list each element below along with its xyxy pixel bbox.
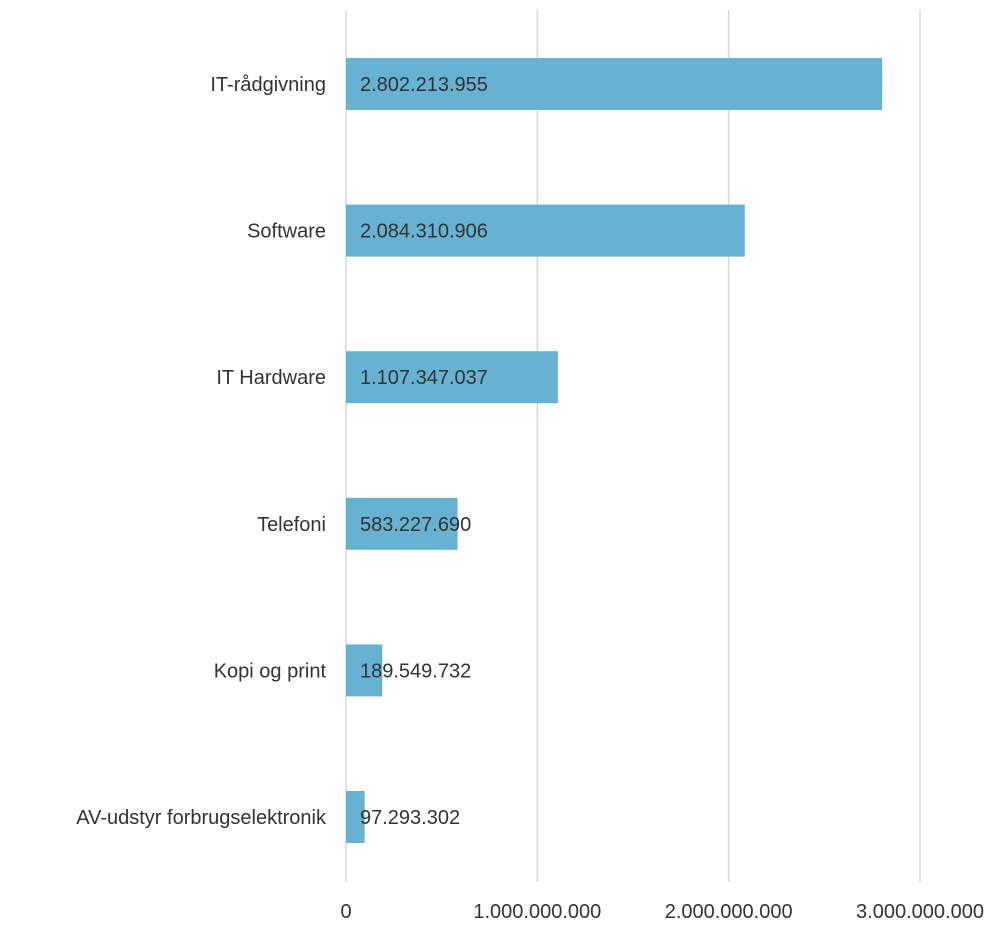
bar-2 xyxy=(346,351,558,404)
bar-4 xyxy=(346,644,383,697)
bar-0 xyxy=(346,58,883,110)
bar-5 xyxy=(346,791,365,843)
x-tick-label-3: 3.000.000.000 xyxy=(856,901,984,923)
bar-3 xyxy=(346,497,458,550)
category-label-4: Kopi og print xyxy=(214,660,327,682)
value-label-1: 2.084.310.906 xyxy=(360,221,488,243)
value-label-4: 189.549.732 xyxy=(360,660,471,682)
category-label-1: Software xyxy=(247,221,326,243)
gridlines xyxy=(345,10,921,882)
bars xyxy=(346,58,883,843)
category-label-0: IT-rådgivning xyxy=(210,74,326,96)
category-label-5: AV-udstyr forbrugselektronik xyxy=(76,807,327,829)
value-label-3: 583.227.690 xyxy=(360,514,471,536)
category-label-2: IT Hardware xyxy=(216,367,326,389)
x-tick-label-2: 2.000.000.000 xyxy=(665,901,793,923)
bar-1 xyxy=(346,204,745,257)
category-label-3: Telefoni xyxy=(257,514,326,536)
x-axis-tick-labels: 0 1.000.000.000 2.000.000.000 3.000.000.000 xyxy=(340,901,984,923)
x-tick-label-0: 0 xyxy=(340,901,351,923)
category-labels: IT-rådgivning Software IT Hardware Telefoni… xyxy=(76,74,327,829)
x-tick-label-1: 1.000.000.000 xyxy=(473,901,601,923)
value-label-0: 2.802.213.955 xyxy=(360,74,488,96)
value-label-5: 97.293.302 xyxy=(360,807,460,829)
value-label-2: 1.107.347.037 xyxy=(360,367,488,389)
value-labels: 2.802.213.955 2.084.310.906 1.107.347.037 5… xyxy=(360,74,488,829)
